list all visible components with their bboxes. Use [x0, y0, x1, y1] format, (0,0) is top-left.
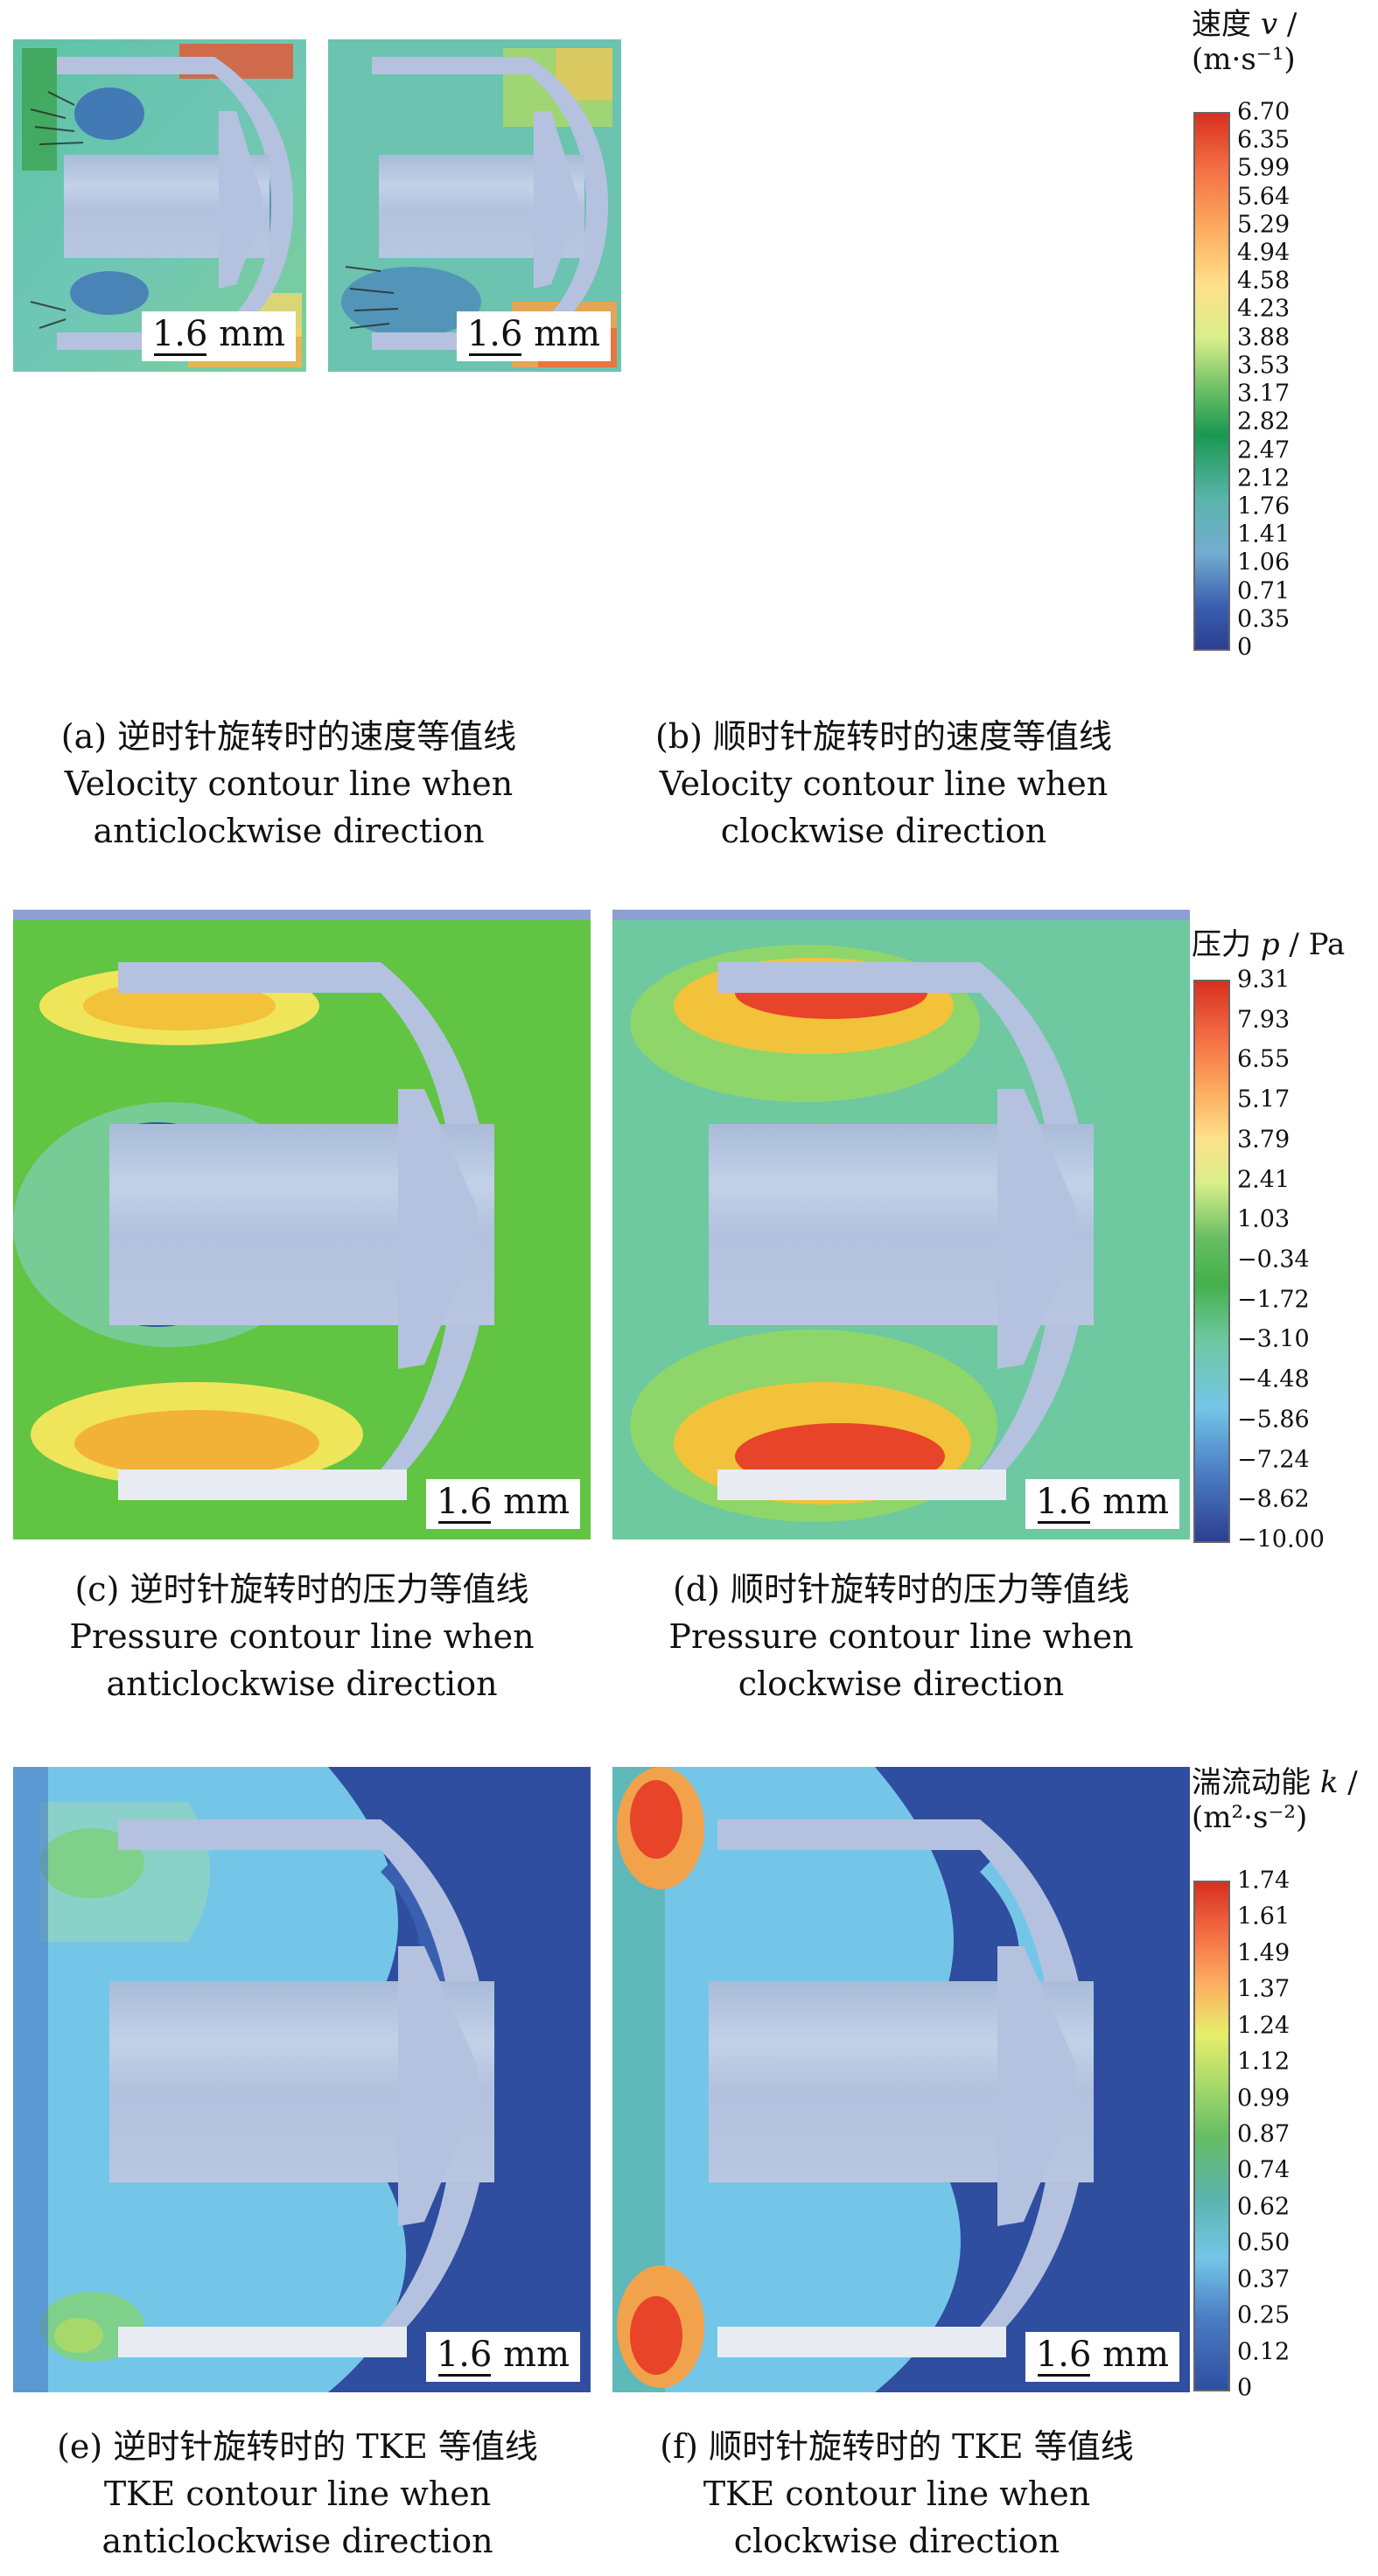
colorbar-tick-label: −3.10 — [1237, 1325, 1310, 1353]
caption-d-en1: Pressure contour line when — [668, 1617, 1134, 1656]
caption-b: (b) 顺时针旋转时的速度等值线 Velocity contour line w… — [595, 713, 1172, 855]
colorbar-tick-label: 0 — [1237, 2374, 1253, 2402]
colorbar-tick-label: −4.48 — [1237, 1365, 1310, 1393]
caption-b-en1: Velocity contour line when — [659, 764, 1109, 803]
caption-e: (e) 逆时针旋转时的 TKE 等值线 TKE contour line whe… — [0, 2423, 595, 2565]
colorbar-tick-label: 6.55 — [1237, 1045, 1291, 1073]
tke-colorbar — [1193, 1881, 1230, 2391]
colorbar-tick-label: 1.12 — [1237, 2048, 1291, 2076]
colorbar-tick-label: 2.41 — [1237, 1166, 1291, 1194]
caption-d: (d) 顺时针旋转时的压力等值线 Pressure contour line w… — [612, 1566, 1190, 1707]
colorbar-tick-label: 2.12 — [1237, 464, 1291, 492]
colorbar-tick-label: 0.99 — [1237, 2084, 1291, 2112]
colorbar-tick-label: 4.94 — [1237, 239, 1291, 267]
colorbar-tick-label: 1.06 — [1237, 548, 1291, 576]
colorbar-tick-label: 1.03 — [1237, 1205, 1291, 1233]
colorbar-tick-label: 6.70 — [1237, 98, 1291, 126]
caption-d-cn: (d) 顺时针旋转时的压力等值线 — [672, 1570, 1130, 1609]
colorbar-tick-label: 5.99 — [1237, 154, 1291, 182]
colorbar-tick-label: 3.53 — [1237, 352, 1291, 380]
caption-e-en1: TKE contour line when — [103, 2475, 492, 2513]
colorbar-tick-label: 3.79 — [1237, 1126, 1291, 1154]
pressure-plot-c — [13, 910, 591, 1539]
colorbar-tick-label: 9.31 — [1237, 966, 1291, 994]
pressure-legend-title: 压力 p / Pa — [1192, 927, 1346, 962]
caption-c: (c) 逆时针旋转时的压力等值线 Pressure contour line w… — [13, 1566, 591, 1707]
velocity-contour-anticlockwise: 1.6 mm — [13, 39, 306, 372]
colorbar-tick-label: 2.82 — [1237, 408, 1291, 436]
caption-a-en1: Velocity contour line when — [64, 764, 514, 803]
caption-c-cn: (c) 逆时针旋转时的压力等值线 — [74, 1570, 529, 1609]
colorbar-tick-label: 0.62 — [1237, 2193, 1291, 2221]
colorbar-tick-label: −8.62 — [1237, 1485, 1310, 1513]
velocity-contour-clockwise: 1.6 mm — [328, 39, 621, 372]
caption-c-en1: Pressure contour line when — [69, 1617, 535, 1656]
scale-bar: 1.6 mm — [425, 1479, 580, 1529]
colorbar-tick-label: 5.17 — [1237, 1086, 1291, 1113]
scale-bar: 1.6 mm — [141, 311, 296, 361]
caption-f: (f) 顺时针旋转时的 TKE 等值线 TKE contour line whe… — [604, 2423, 1190, 2565]
caption-f-cn: (f) 顺时针旋转时的 TKE 等值线 — [660, 2427, 1134, 2466]
colorbar-tick-label: 0.37 — [1237, 2265, 1291, 2293]
caption-a-en2: anticlockwise direction — [93, 812, 485, 850]
colorbar-tick-label: 1.41 — [1237, 520, 1291, 548]
pressure-plot-d — [612, 910, 1190, 1539]
colorbar-tick-label: 3.17 — [1237, 380, 1291, 408]
colorbar-tick-label: −10.00 — [1237, 1525, 1325, 1553]
colorbar-tick-label: 1.74 — [1237, 1867, 1291, 1895]
colorbar-tick-label: 1.24 — [1237, 2012, 1291, 2040]
colorbar-tick-label: 4.58 — [1237, 267, 1291, 295]
pressure-colorbar — [1193, 980, 1230, 1543]
pressure-contour-anticlockwise: 1.6 mm — [13, 910, 591, 1539]
caption-c-en2: anticlockwise direction — [106, 1665, 498, 1703]
colorbar-tick-label: 1.76 — [1237, 492, 1291, 520]
tke-contour-clockwise: 1.6 mm — [612, 1767, 1190, 2392]
colorbar-tick-label: 5.64 — [1237, 183, 1291, 211]
scale-bar: 1.6 mm — [425, 2332, 580, 2382]
colorbar-tick-label: 0.87 — [1237, 2120, 1291, 2148]
caption-f-en2: clockwise direction — [733, 2522, 1060, 2560]
colorbar-tick-label: 1.61 — [1237, 1902, 1291, 1930]
caption-a: (a) 逆时针旋转时的速度等值线 Velocity contour line w… — [0, 713, 577, 855]
caption-b-cn: (b) 顺时针旋转时的速度等值线 — [654, 717, 1113, 756]
scale-bar: 1.6 mm — [1025, 2332, 1179, 2382]
caption-e-cn: (e) 逆时针旋转时的 TKE 等值线 — [57, 2427, 538, 2466]
colorbar-tick-label: 2.47 — [1237, 436, 1291, 464]
colorbar-tick-label: 0.25 — [1237, 2301, 1291, 2329]
colorbar-tick-label: −0.34 — [1237, 1246, 1310, 1274]
colorbar-tick-label: −5.86 — [1237, 1406, 1310, 1434]
caption-a-cn: (a) 逆时针旋转时的速度等值线 — [60, 717, 517, 756]
colorbar-tick-label: 3.88 — [1237, 324, 1291, 352]
pressure-contour-clockwise: 1.6 mm — [612, 910, 1190, 1539]
colorbar-tick-label: 0.12 — [1237, 2338, 1291, 2366]
caption-e-en2: anticlockwise direction — [101, 2522, 493, 2560]
tke-plot-e — [13, 1767, 591, 2392]
velocity-colorbar — [1193, 112, 1230, 651]
colorbar-tick-label: 0 — [1237, 633, 1253, 661]
colorbar-tick-label: 0.71 — [1237, 577, 1291, 605]
colorbar-tick-label: 4.23 — [1237, 295, 1291, 323]
colorbar-tick-label: −7.24 — [1237, 1446, 1310, 1474]
caption-f-en1: TKE contour line when — [703, 2475, 1091, 2513]
colorbar-tick-label: 1.37 — [1237, 1975, 1291, 2003]
colorbar-tick-label: 0.74 — [1237, 2156, 1291, 2184]
velocity-legend-title: 速度 v / (m·s⁻¹) — [1192, 7, 1298, 77]
colorbar-tick-label: 1.49 — [1237, 1939, 1291, 1967]
colorbar-tick-label: 5.29 — [1237, 211, 1291, 239]
tke-plot-f — [612, 1767, 1190, 2392]
tke-contour-anticlockwise: 1.6 mm — [13, 1767, 591, 2392]
colorbar-tick-label: 0.35 — [1237, 605, 1291, 633]
colorbar-tick-label: −1.72 — [1237, 1286, 1310, 1314]
caption-b-en2: clockwise direction — [720, 812, 1047, 850]
scale-bar: 1.6 mm — [1025, 1479, 1179, 1529]
tke-legend-title: 湍流动能 k / (m²·s⁻²) — [1192, 1765, 1358, 1835]
scale-bar: 1.6 mm — [456, 311, 611, 361]
colorbar-tick-label: 6.35 — [1237, 126, 1291, 154]
caption-d-en2: clockwise direction — [738, 1665, 1065, 1703]
colorbar-tick-label: 0.50 — [1237, 2229, 1291, 2257]
colorbar-tick-label: 7.93 — [1237, 1006, 1291, 1034]
